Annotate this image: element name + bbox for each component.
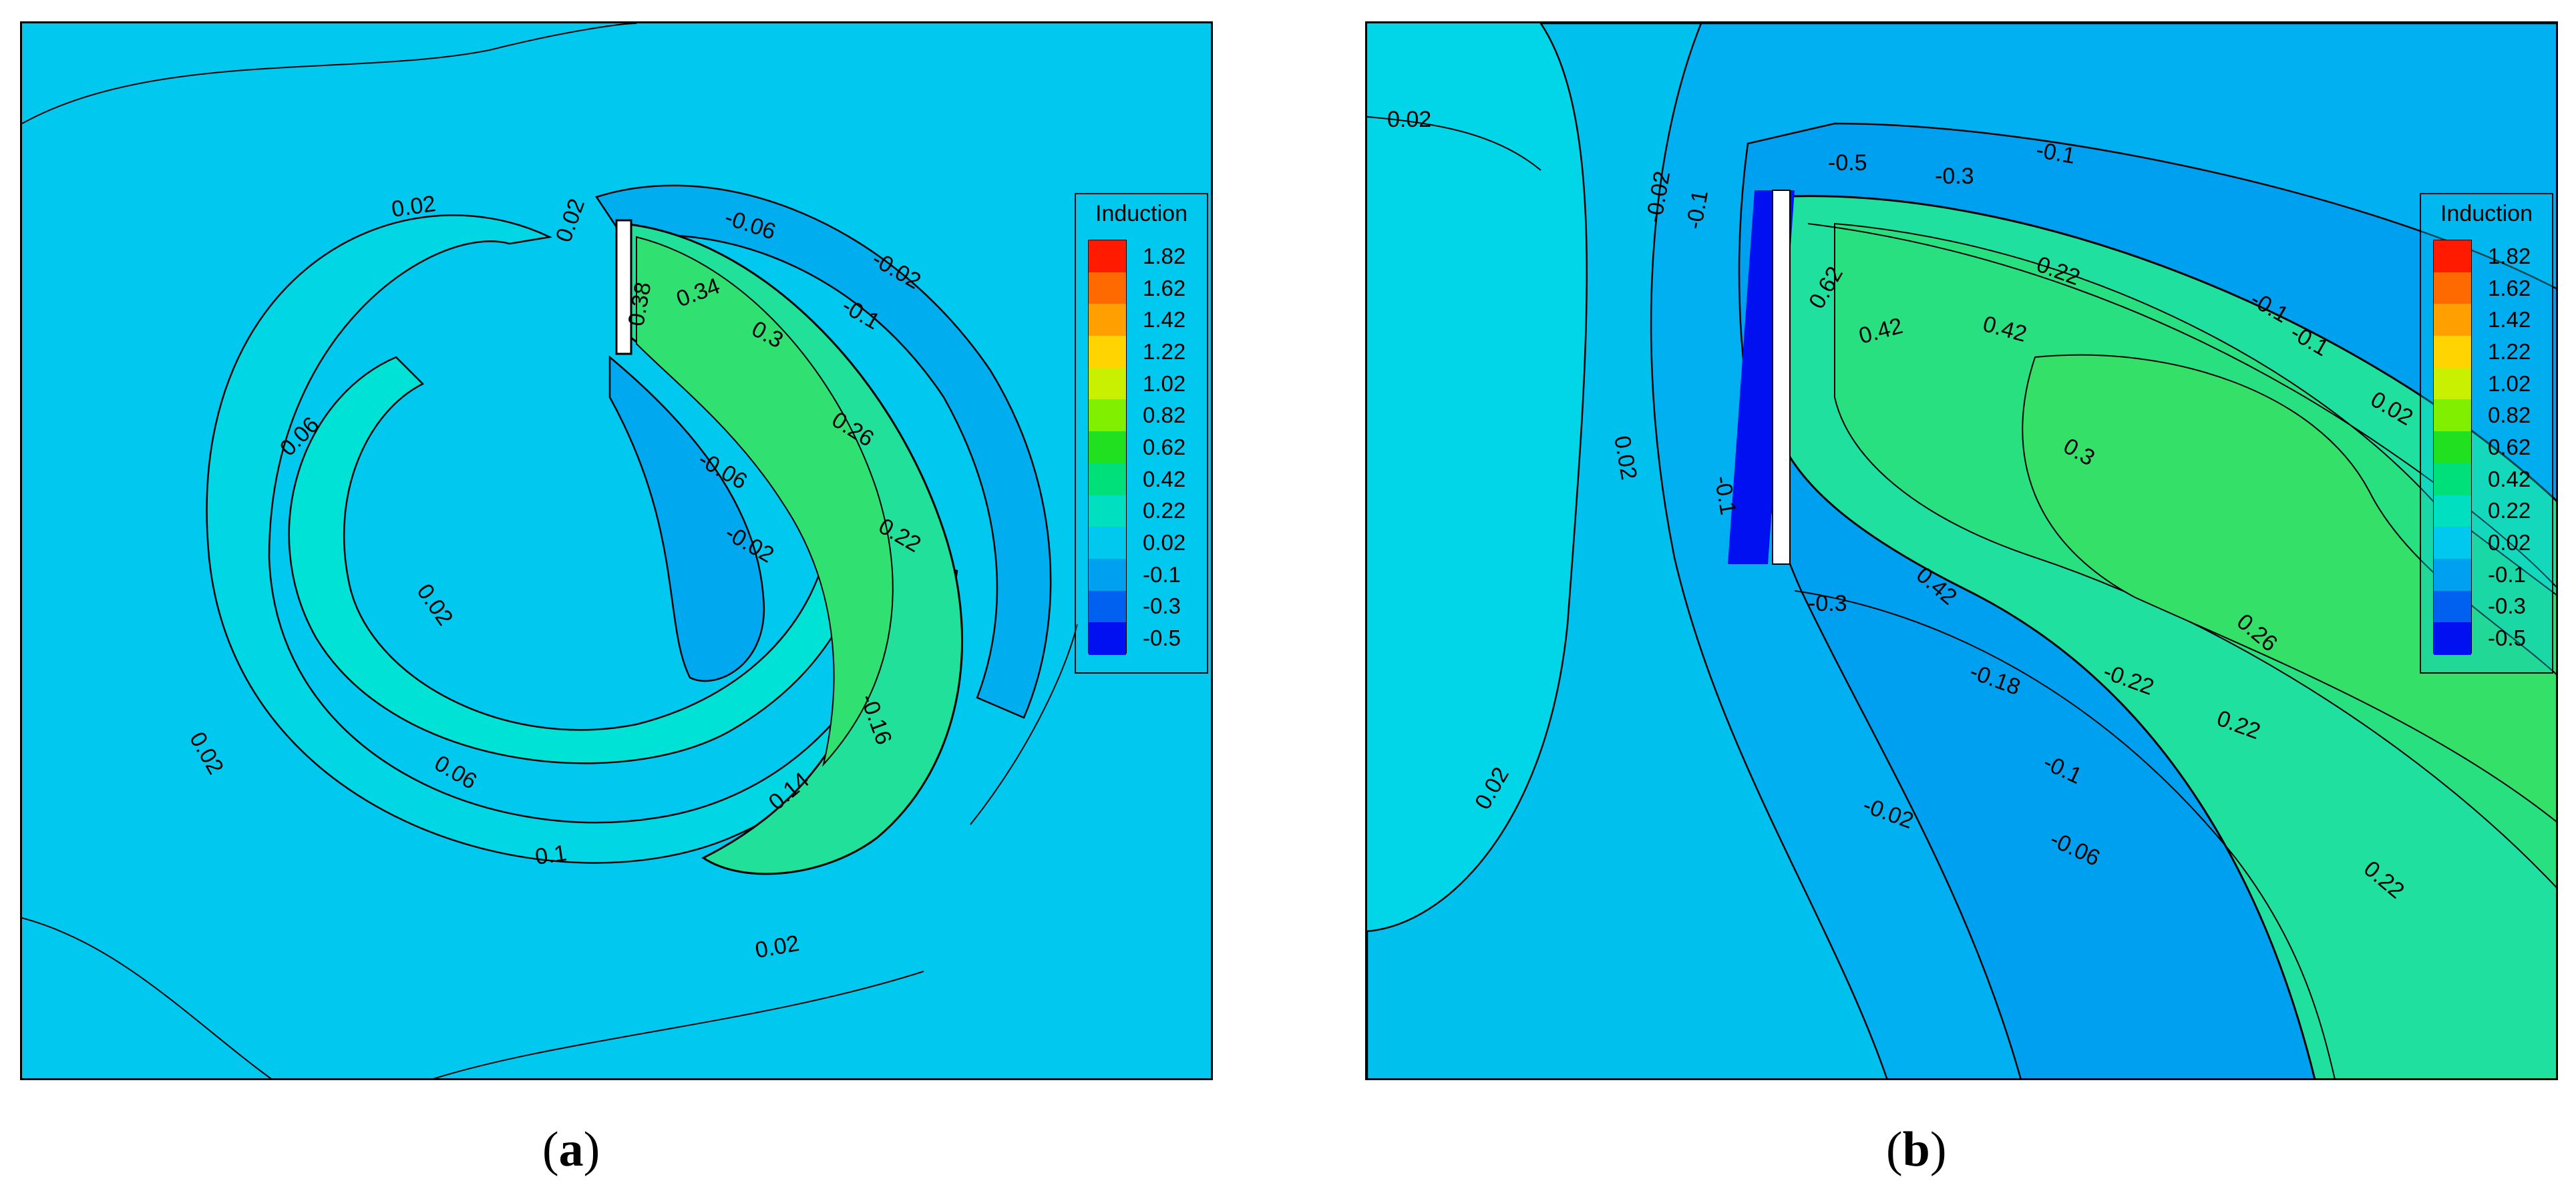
legend-tick-label: -0.5: [1143, 626, 1181, 651]
legend-tick-label: 1.62: [1143, 275, 1186, 300]
colorbar-segment: [1089, 367, 1126, 401]
colorbar-legend-a: Induction 1.82 1.62 1.42 1.22 1.02 0.82 0.62 0.…: [1075, 193, 1208, 674]
colorbar-segment: [1089, 463, 1126, 496]
colorbar-segment: [1089, 495, 1126, 528]
legend-title: Induction: [1095, 201, 1187, 226]
contour-low-region-2: [595, 184, 1052, 719]
colorbar-segment: [1089, 527, 1126, 559]
legend-tick-label: 0.22: [2488, 498, 2531, 523]
caption-a: (a): [542, 1122, 600, 1177]
legend-tick-label: 1.02: [2488, 371, 2531, 396]
contour-wake-core: [636, 236, 894, 767]
legend-tick-label: 0.02: [2488, 530, 2531, 555]
colorbar-segment: [2434, 367, 2471, 401]
contour-lines-a: [22, 23, 1078, 1078]
colorbar-segment: [2434, 272, 2471, 305]
legend-colorbar: [1088, 240, 1127, 655]
legend-tick-label: 0.82: [1143, 403, 1186, 428]
contour-label: -0.5: [1828, 150, 1867, 176]
plot-panel-b: 0.02 -0.02 -0.1 -0.5 -0.3 -0.1 0.62 0.22…: [1365, 21, 2558, 1080]
legend-tick-label: 1.42: [2488, 307, 2531, 332]
colorbar-segment: [1089, 590, 1126, 624]
legend-tick-label: -0.1: [2488, 561, 2526, 587]
legend-tick-label: 1.82: [1143, 243, 1186, 268]
colorbar-segment: [1089, 336, 1126, 369]
legend-tick-label: 1.22: [2488, 338, 2531, 364]
colorbar-segment: [1089, 240, 1126, 273]
caption-a-letter: a: [558, 1122, 584, 1177]
legend-tick-label: 1.82: [2488, 243, 2531, 268]
plate: [615, 219, 632, 355]
colorbar-segment: [1089, 272, 1126, 305]
contour-label: -0.3: [1935, 164, 1974, 189]
colorbar-segment: [1089, 431, 1126, 464]
colorbar-segment: [1089, 622, 1126, 655]
colorbar-segment: [2434, 463, 2471, 496]
legend-tick-label: 1.42: [1143, 307, 1186, 332]
legend-tick-label: -0.1: [1143, 561, 1181, 587]
colorbar-segment: [2434, 336, 2471, 369]
plot-panel-a: 0.02 0.02 -0.06 -0.02 -0.1 0.38 0.34 0.3…: [20, 21, 1213, 1080]
contour-label: -0.3: [1808, 591, 1847, 616]
legend-tick-label: -0.3: [2488, 593, 2526, 619]
legend-tick-label: 1.02: [1143, 371, 1186, 396]
legend-tick-label: 0.42: [2488, 466, 2531, 491]
caption-b-letter: b: [1902, 1122, 1930, 1177]
legend-tick-label: -0.5: [2488, 626, 2526, 651]
legend-tick-label: 1.62: [2488, 275, 2531, 300]
legend-tick-label: 1.22: [1143, 338, 1186, 364]
colorbar-segment: [2434, 240, 2471, 273]
contour-label: 0.1: [534, 841, 568, 870]
contour-plot-a: 0.02 0.02 -0.06 -0.02 -0.1 0.38 0.34 0.3…: [22, 23, 1211, 1078]
colorbar-segment: [1089, 558, 1126, 591]
colorbar-segment: [2434, 590, 2471, 624]
colorbar-segment: [2434, 558, 2471, 591]
legend-tick-label: -0.3: [1143, 593, 1181, 619]
colorbar-legend-b: Induction 1.82 1.62 1.42 1.22 1.02 0.82 0.62 0.…: [2420, 193, 2553, 674]
contour-label: 0.02: [390, 191, 437, 222]
colorbar-segment: [2434, 431, 2471, 464]
contour-low-region: [608, 355, 765, 682]
colorbar-segment: [2434, 399, 2471, 433]
legend-tick-label: 0.62: [2488, 435, 2531, 459]
legend-tick-label: 0.42: [1143, 466, 1186, 491]
caption-b: (b): [1886, 1122, 1947, 1177]
contour-label: 0.02: [1387, 107, 1431, 132]
colorbar-segment: [2434, 622, 2471, 655]
contour-plot-b: 0.02 -0.02 -0.1 -0.5 -0.3 -0.1 0.62 0.22…: [1367, 23, 2556, 1078]
colorbar-segment: [2434, 495, 2471, 528]
contour-lines-b: [1367, 116, 2556, 1078]
legend-tick-label: 0.82: [2488, 403, 2531, 428]
plate: [1772, 190, 1791, 565]
legend-tick-label: 0.22: [1143, 498, 1186, 523]
legend-colorbar: [2433, 240, 2472, 655]
colorbar-segment: [2434, 304, 2471, 337]
legend-tick-label: 0.02: [1143, 530, 1186, 555]
legend-title: Induction: [2440, 201, 2533, 226]
colorbar-segment: [1089, 304, 1126, 337]
colorbar-segment: [2434, 527, 2471, 559]
legend-tick-label: 0.62: [1143, 435, 1186, 459]
contour-wake-inner: [2022, 354, 2556, 822]
colorbar-segment: [1089, 399, 1126, 433]
